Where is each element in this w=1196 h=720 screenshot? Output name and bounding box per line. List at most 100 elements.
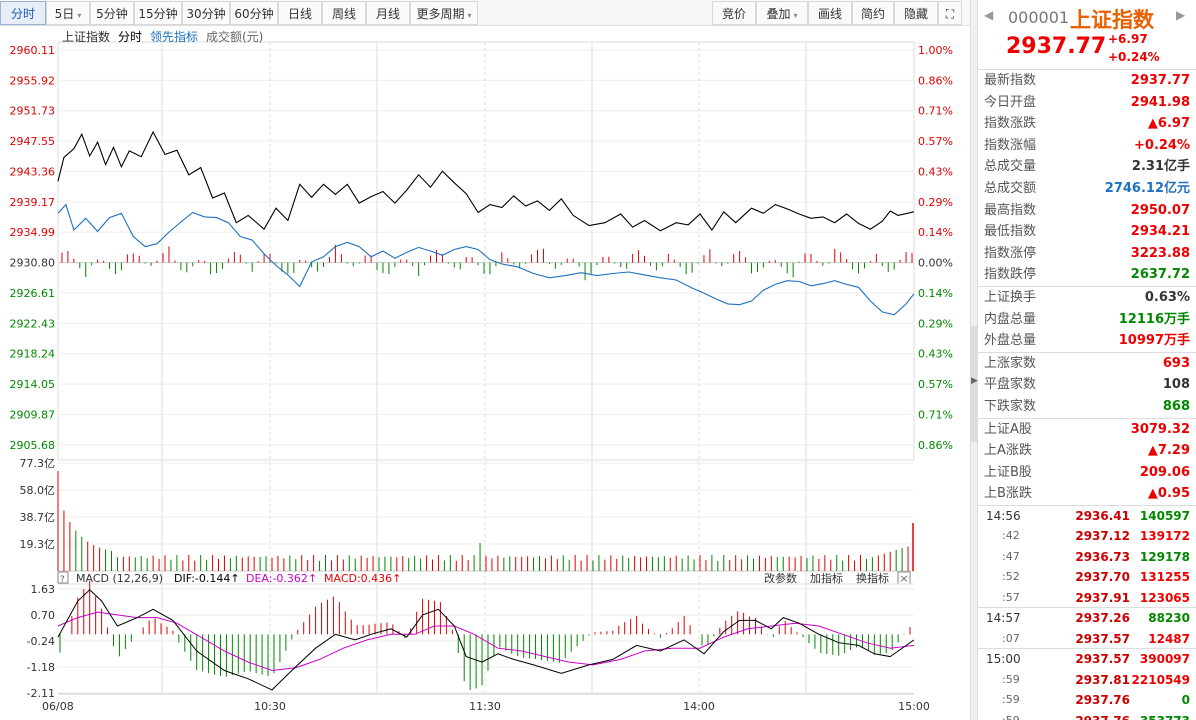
price-change-pct: +0.24% xyxy=(1108,50,1160,64)
price-axis-label: 2947.55 xyxy=(10,135,56,148)
price-axis-label: 2951.73 xyxy=(10,105,56,118)
tool-button-2[interactable]: 画线 xyxy=(808,1,852,25)
tick-price: 2937.76 xyxy=(1075,693,1130,708)
intraday-chart[interactable]: 2960.11 1.00% 2955.92 0.86% 2951.73 0.71% 2947… xyxy=(0,26,970,720)
stat-row: 最新指数 2937.77 xyxy=(978,70,1196,92)
tick-row: 14:56 2936.41 140597 xyxy=(978,506,1196,527)
period-tab-label: 30分钟 xyxy=(186,7,226,21)
volume-axis-label: 19.3亿 xyxy=(20,538,56,551)
period-tab-8[interactable]: 月线 xyxy=(366,1,410,25)
tool-button-1[interactable]: 叠加 ▾ xyxy=(756,1,808,25)
tick-time: :07 xyxy=(1002,631,1020,645)
tick-row: :59 2937.81 2210549 xyxy=(978,670,1196,691)
stat-label: 上证B股 xyxy=(984,464,1032,480)
stat-value: 2941.98 xyxy=(1130,94,1190,110)
prev-stock-icon[interactable]: ◀ xyxy=(984,8,994,22)
fullscreen-icon[interactable]: ⛶ xyxy=(938,1,962,25)
stat-label: 下跌家数 xyxy=(984,398,1037,414)
pct-axis-label: 0.57% xyxy=(918,378,953,391)
stat-row: 指数跌停 2637.72 xyxy=(978,264,1196,286)
pct-axis-label: 0.43% xyxy=(918,348,953,361)
tick-volume: 390097 xyxy=(1139,652,1190,667)
time-axis-label: 06/08 xyxy=(42,700,74,713)
stat-label: 最低指数 xyxy=(984,224,1037,240)
stat-row: 内盘总量 12116万手 xyxy=(978,309,1196,331)
stat-label: 上涨家数 xyxy=(984,355,1037,371)
stat-label: 总成交额 xyxy=(984,180,1037,196)
quote-header: ◀ 000001 上证指数 ▶ 2937.77 +6.97 +0.24% xyxy=(978,0,1196,70)
stats-section-main: 最新指数 2937.77 今日开盘 2941.98 指数涨跌 ▲6.97 指数涨幅 +0.24… xyxy=(978,70,1196,287)
period-tab-6[interactable]: 日线 xyxy=(278,1,322,25)
stat-row: 指数涨幅 +0.24% xyxy=(978,135,1196,157)
macd-help-icon: ? xyxy=(60,575,65,585)
stats-section-ab: 上证A股 3079.32 上A涨跌 ▲7.29 上证B股 209.06 上B涨跌 ▲0.95 xyxy=(978,419,1196,506)
period-tab-3[interactable]: 15分钟 xyxy=(134,1,182,25)
pct-axis-label: 0.86% xyxy=(918,74,953,87)
time-axis-label: 11:30 xyxy=(469,700,501,713)
period-tab-2[interactable]: 5分钟 xyxy=(90,1,134,25)
stat-row: 下跌家数 868 xyxy=(978,396,1196,418)
dropdown-caret-icon: ▾ xyxy=(793,11,798,20)
stat-value: 10997万手 xyxy=(1118,333,1190,349)
tick-volume: 139172 xyxy=(1139,529,1190,544)
stat-value: 3223.88 xyxy=(1130,245,1190,261)
macd-dif-value: DIF:-0.144↑ xyxy=(174,572,240,585)
stat-label: 上B涨跌 xyxy=(984,486,1032,502)
stats-section-turnover: 上证换手 0.63% 内盘总量 12116万手外盘总量 10997万手 xyxy=(978,287,1196,353)
stat-value: 2934.21 xyxy=(1130,224,1190,240)
tick-row: 14:57 2937.26 88230 xyxy=(978,608,1196,629)
dropdown-caret-icon: ▾ xyxy=(467,11,472,20)
price-axis-label: 2939.17 xyxy=(10,196,56,209)
tool-button-4[interactable]: 隐藏 xyxy=(894,1,938,25)
period-tab-4[interactable]: 30分钟 xyxy=(182,1,230,25)
stat-label: 外盘总量 xyxy=(984,333,1037,349)
tool-button-label: 竞价 xyxy=(721,7,746,21)
stat-value: 868 xyxy=(1162,398,1190,414)
tick-list[interactable]: 14:56 2936.41 140597:42 2937.12 139172:47 293… xyxy=(978,506,1196,720)
period-tab-9[interactable]: 更多周期 ▾ xyxy=(410,1,478,25)
dropdown-caret-icon: ▾ xyxy=(77,11,82,20)
pct-axis-label: 0.29% xyxy=(918,317,953,330)
stat-value: 209.06 xyxy=(1139,464,1190,480)
close-indicator-icon: × xyxy=(899,572,908,585)
tick-time: 14:56 xyxy=(986,508,1021,523)
tick-time: 14:57 xyxy=(986,611,1021,626)
panel-toggle-handle[interactable] xyxy=(971,326,977,442)
period-tab-0[interactable]: 分时 xyxy=(0,1,46,25)
tick-time: :59 xyxy=(1002,693,1020,707)
stat-label: 总成交量 xyxy=(984,159,1037,175)
collapse-arrow-icon[interactable]: ▶ xyxy=(971,376,978,386)
tick-price: 2937.76 xyxy=(1050,711,1130,720)
period-tab-1[interactable]: 5日 ▾ xyxy=(46,1,90,25)
time-axis-label: 14:00 xyxy=(683,700,715,713)
stat-value: 108 xyxy=(1162,377,1190,393)
next-stock-icon[interactable]: ▶ xyxy=(1176,8,1186,22)
tick-volume: 131255 xyxy=(1139,570,1190,585)
price-axis-label: 2926.61 xyxy=(10,287,56,300)
period-tab-7[interactable]: 周线 xyxy=(322,1,366,25)
price-axis-label: 2955.92 xyxy=(10,74,56,87)
tool-button-label: 画线 xyxy=(817,7,842,21)
tick-row: :52 2937.70 131255 xyxy=(978,567,1196,588)
volume-axis-label: 77.3亿 xyxy=(20,457,56,470)
tool-button-3[interactable]: 简约 xyxy=(852,1,894,25)
tick-row: :57 2937.91 123065 xyxy=(978,588,1196,609)
pct-axis-label: 0.00% xyxy=(918,257,953,270)
macd-title: MACD (12,26,9) xyxy=(76,572,163,585)
chart-area[interactable]: 2960.11 1.00% 2955.92 0.86% 2951.73 0.71% 2947… xyxy=(0,26,970,720)
tick-volume: 123065 xyxy=(1139,590,1190,605)
stat-row: 总成交额 2746.12亿元 xyxy=(978,178,1196,200)
price-axis-label: 2960.11 xyxy=(10,44,56,57)
tick-volume: 88230 xyxy=(1148,611,1190,626)
stat-value: 2637.72 xyxy=(1130,267,1190,283)
pct-axis-label: 0.71% xyxy=(918,408,953,421)
tool-button-0[interactable]: 竞价 xyxy=(712,1,756,25)
stat-row: 指数涨停 3223.88 xyxy=(978,243,1196,265)
stats-section-breadth: 上涨家数 693 平盘家数 108 下跌家数 868 xyxy=(978,353,1196,419)
tick-row: :42 2937.12 139172 xyxy=(978,526,1196,547)
period-tab-5[interactable]: 60分钟 xyxy=(230,1,278,25)
stat-value: 2950.07 xyxy=(1130,202,1190,218)
period-toolbar: 分时 5日 ▾ 5分钟 15分钟 30分钟 60分钟 日线 周线 月线 更多周期 ▾ 竞价 叠加 ▾ 画线 简约… xyxy=(0,0,970,26)
stat-value: ▲0.95 xyxy=(1147,486,1190,502)
stat-row: 上证换手 0.63% xyxy=(978,287,1196,309)
